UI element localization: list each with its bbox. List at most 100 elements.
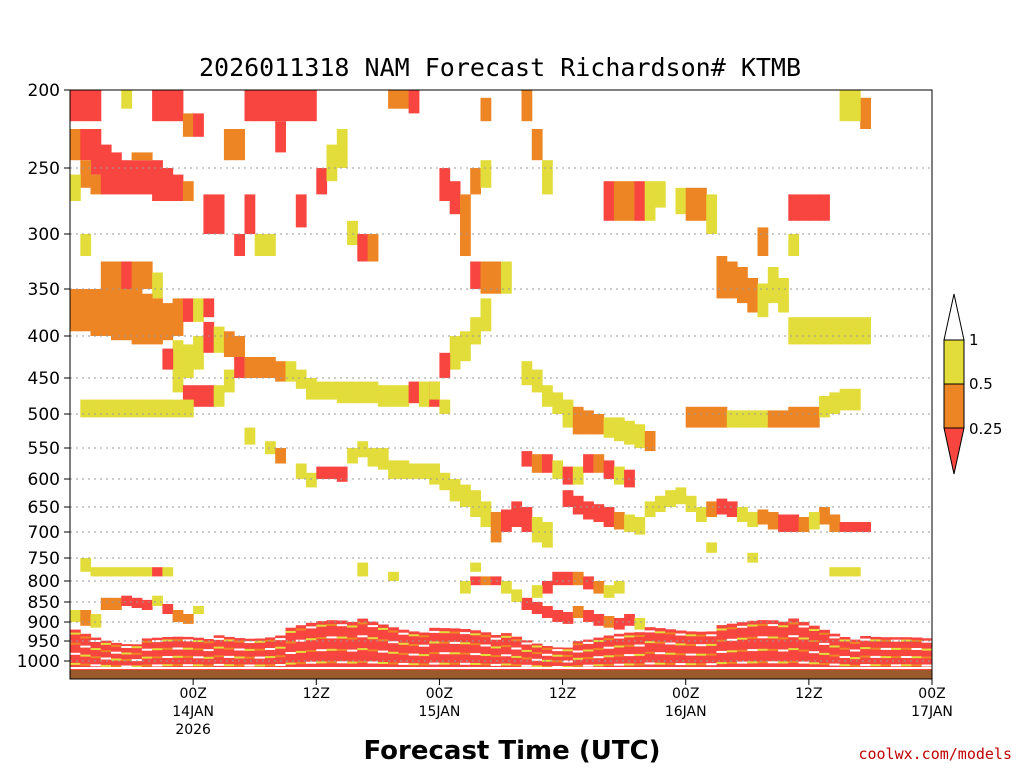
surface-stripe — [121, 646, 133, 648]
heatmap-cell — [593, 414, 605, 435]
heatmap-cell — [552, 610, 564, 622]
heatmap-cell — [706, 501, 717, 517]
plot-frame — [69, 89, 933, 680]
surface-stripe — [860, 664, 871, 667]
heatmap-cell — [193, 385, 204, 407]
heatmap-cell — [90, 567, 102, 577]
y-tick-label: 400 — [28, 327, 60, 347]
heatmap-cell — [80, 234, 92, 256]
y-tick-label: 250 — [28, 159, 60, 179]
heatmap-cell — [336, 381, 348, 404]
heatmap-cell — [408, 463, 420, 479]
surface-cell — [172, 636, 184, 670]
surface-stripe — [891, 664, 902, 667]
heatmap-cell — [398, 90, 410, 109]
surface-stripe — [398, 642, 410, 645]
heatmap-cell — [90, 614, 102, 628]
x-tick-date: 14JAN — [172, 704, 214, 720]
surface-stripe — [901, 664, 912, 667]
heatmap-cell — [347, 448, 358, 464]
heatmap-cell — [367, 234, 379, 262]
surface-stripe — [213, 655, 225, 658]
heatmap-cell — [603, 507, 615, 527]
surface-stripe — [336, 624, 348, 627]
heatmap-cell — [767, 267, 779, 304]
surface-stripe — [654, 652, 666, 655]
surface-stripe — [429, 662, 440, 665]
surface-stripe — [347, 649, 358, 652]
heatmap-cell — [839, 317, 851, 345]
surface-stripe — [357, 648, 369, 651]
surface-stripe — [921, 648, 933, 651]
heatmap-cell — [131, 152, 143, 161]
heatmap-cell — [111, 261, 122, 289]
surface-stripe — [634, 663, 646, 666]
surface-stripe — [665, 642, 676, 645]
heatmap-cell — [111, 289, 122, 341]
surface-stripe — [90, 656, 102, 659]
surface-stripe — [203, 656, 215, 659]
heatmap-cell — [613, 417, 625, 442]
surface-stripe — [860, 638, 871, 641]
heatmap-cell — [572, 466, 584, 485]
surface-stripe — [757, 636, 769, 639]
surface-stripe — [654, 631, 666, 634]
surface-stripe — [470, 653, 481, 656]
heatmap-cell — [439, 399, 451, 414]
heatmap-cells — [70, 90, 871, 630]
surface-stripe — [470, 663, 481, 665]
surface-cell — [788, 618, 800, 670]
surface-cell — [849, 639, 861, 670]
surface-stripe — [100, 664, 112, 667]
heatmap-cell — [829, 317, 841, 345]
heatmap-cell — [182, 113, 194, 137]
surface-stripe — [408, 653, 420, 656]
surface-stripe — [603, 646, 615, 649]
surface-stripe — [531, 652, 543, 655]
surface-stripe — [829, 654, 841, 657]
heatmap-cell — [265, 90, 276, 122]
surface-stripe — [80, 663, 92, 666]
heatmap-cell — [244, 357, 256, 378]
surface-stripe — [347, 625, 358, 628]
y-tick-label: 700 — [28, 523, 60, 543]
heatmap-cell — [726, 410, 738, 428]
surface-stripe — [839, 656, 851, 658]
surface-stripe — [521, 642, 533, 645]
surface-stripe — [726, 661, 738, 664]
heatmap-cell — [480, 97, 492, 122]
heatmap-cell — [285, 361, 297, 382]
surface-stripe — [70, 642, 81, 645]
heatmap-cell — [223, 369, 235, 393]
surface-stripe — [839, 664, 851, 667]
heatmap-cell — [152, 272, 163, 299]
heatmap-cell — [377, 448, 389, 470]
surface-stripe — [347, 637, 358, 640]
heatmap-cell — [234, 129, 245, 161]
surface-stripe — [429, 630, 440, 633]
surface-stripe — [921, 664, 933, 667]
surface-stripe — [152, 648, 163, 651]
heatmap-cell — [347, 220, 358, 245]
surface-cell — [275, 635, 286, 670]
heatmap-cell — [131, 160, 143, 195]
surface-cell — [295, 625, 307, 670]
heatmap-cell — [111, 399, 122, 418]
heatmap-cell — [860, 522, 871, 532]
surface-stripe — [203, 641, 215, 644]
heatmap-cell — [244, 194, 256, 234]
heatmap-cell — [572, 406, 584, 435]
heatmap-cell — [121, 567, 133, 577]
surface-stripe — [696, 663, 707, 666]
surface-stripe — [634, 644, 646, 647]
heatmap-cell — [767, 512, 779, 530]
heatmap-cell — [131, 597, 143, 608]
surface-stripe — [501, 635, 512, 638]
y-tick-label: 550 — [28, 439, 60, 459]
surface-stripe — [295, 662, 307, 665]
heatmap-cell — [449, 181, 461, 215]
surface-stripe — [583, 657, 594, 660]
y-tick-label: 1000 — [17, 652, 60, 672]
surface-stripe — [634, 635, 646, 637]
heatmap-cell — [398, 460, 410, 479]
